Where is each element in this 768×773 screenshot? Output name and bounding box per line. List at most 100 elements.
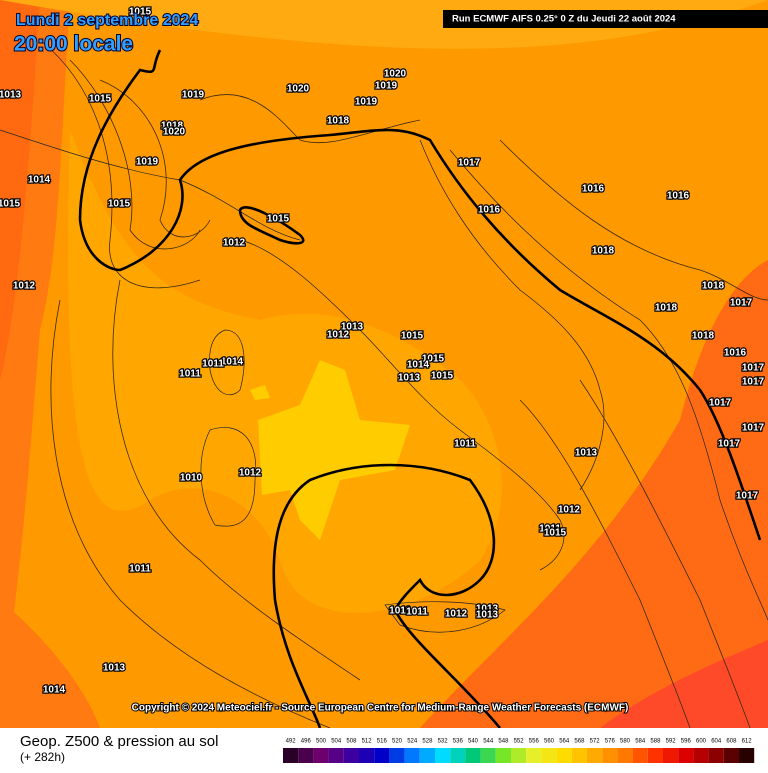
isobar-label: 1014 xyxy=(221,357,244,368)
isobar-label: 1013 xyxy=(103,663,126,674)
isobar-label: 1012 xyxy=(558,505,581,516)
scale-label: 612 xyxy=(742,739,753,745)
scale-label: 568 xyxy=(574,739,585,745)
isobar-label: 1012 xyxy=(239,468,262,479)
isobar-label: 1015 xyxy=(401,331,424,342)
isobar xyxy=(519,399,691,729)
scale-swatch xyxy=(632,748,648,763)
scale-label: 492 xyxy=(286,739,297,745)
scale-swatch xyxy=(617,748,633,763)
local-time: 20:00 locale xyxy=(14,33,133,56)
color-scale: 492 496 500 504 508 512 516 520 524 528 532 536 540 5… xyxy=(283,739,755,763)
scale-label: 584 xyxy=(635,739,646,745)
scale-swatch xyxy=(571,748,587,763)
scale-swatch xyxy=(419,748,435,763)
field-red xyxy=(600,640,768,728)
field-yellow xyxy=(258,360,410,540)
isobar-thick xyxy=(78,49,762,541)
scale-swatch xyxy=(526,748,542,763)
isobar-label: 1013 xyxy=(0,90,22,101)
isobar-label: 1011 xyxy=(202,359,224,370)
scale-label: 544 xyxy=(483,739,494,745)
isobar-label: 1012 xyxy=(327,330,350,341)
coast-balkans xyxy=(449,149,768,621)
scale-swatch xyxy=(374,748,390,763)
isobar xyxy=(50,299,331,729)
isobar-label: 1011 xyxy=(406,607,428,618)
date: Lundi 2 septembre 2024 xyxy=(16,12,198,29)
isobar-label: 1017 xyxy=(718,439,741,450)
scale-label: 572 xyxy=(590,739,601,745)
scale-swatch xyxy=(480,748,496,763)
scale-label: 552 xyxy=(514,739,525,745)
scale-swatch xyxy=(587,748,603,763)
scale-label: 548 xyxy=(498,739,509,745)
scale-label: 556 xyxy=(529,739,540,745)
scale-label: 564 xyxy=(559,739,570,745)
isobar-label: 1017 xyxy=(742,363,765,374)
coast-italy-west xyxy=(239,239,565,571)
isobar-label: 1019 xyxy=(355,97,378,108)
field-center xyxy=(68,130,502,613)
isobar-label: 1020 xyxy=(384,69,407,80)
scale-label: 600 xyxy=(696,739,707,745)
isobar-label: 1013 xyxy=(476,610,499,621)
footer-title: Geop. Z500 & pression au sol xyxy=(20,733,218,750)
isobar-label: 1013 xyxy=(575,448,598,459)
isobar-label: 1015 xyxy=(89,94,112,105)
scale-swatch xyxy=(723,748,739,763)
isobar xyxy=(99,79,211,238)
isobar-label: 1013 xyxy=(341,322,364,333)
isobar-label: 1011 xyxy=(389,606,411,617)
scale-swatch xyxy=(511,748,527,763)
isobar-label: 1015 xyxy=(431,371,454,382)
scale-swatch xyxy=(298,748,314,763)
isobar-label: 1015 xyxy=(544,528,567,539)
isobar-label: 1014 xyxy=(28,175,51,186)
coast-sicily xyxy=(384,601,506,633)
isobar-label: 1017 xyxy=(458,158,481,169)
isobar-label: 1014 xyxy=(43,685,66,696)
scale-swatch xyxy=(328,748,344,763)
footer-lead: (+ 282h) xyxy=(20,750,65,764)
isobar-label: 1018 xyxy=(327,116,350,127)
scale-swatch xyxy=(465,748,481,763)
scale-label: 516 xyxy=(377,739,388,745)
isobar-label: 1010 xyxy=(180,473,203,484)
scale-swatch xyxy=(313,748,329,763)
isobar-label: 1013 xyxy=(476,604,499,615)
scale-swatch xyxy=(541,748,557,763)
isobar-label: 1016 xyxy=(724,348,747,359)
isobar-label: 1011 xyxy=(454,439,476,450)
scale-label: 576 xyxy=(605,739,616,745)
scale-label: 524 xyxy=(407,739,418,745)
isobar-label: 1018 xyxy=(592,246,615,257)
field-yellow-small xyxy=(250,385,270,400)
run-info: Run ECMWF AIFS 0.25° 0 Z du Jeudi 22 aoû… xyxy=(452,14,676,25)
scale-swatch xyxy=(647,748,663,763)
field-left-dark xyxy=(0,0,40,380)
isobar-label: 1012 xyxy=(445,609,468,620)
scale-swatch xyxy=(450,748,466,763)
scale-label: 604 xyxy=(711,739,722,745)
isobar-label: 1015 xyxy=(129,7,152,18)
scale-label: 504 xyxy=(331,739,342,745)
field-southeast xyxy=(420,260,768,728)
isobar-label: 1019 xyxy=(375,81,398,92)
scale-label: 560 xyxy=(544,739,555,745)
isobar-label: 1012 xyxy=(223,238,246,249)
scale-swatch xyxy=(343,748,359,763)
isobar-label: 1012 xyxy=(13,281,36,292)
scale-label: 496 xyxy=(301,739,312,745)
isobar-thick xyxy=(273,599,322,729)
isobar-label: 1019 xyxy=(182,90,205,101)
isobar xyxy=(69,59,201,250)
coast-italy-east xyxy=(419,139,605,491)
isobar-label: 1017 xyxy=(730,298,753,309)
isobar-thick xyxy=(238,206,305,245)
scale-swatch xyxy=(404,748,420,763)
scale-label: 596 xyxy=(681,739,692,745)
isobar-label: 1015 xyxy=(108,199,131,210)
isobar-label: 1017 xyxy=(709,398,732,409)
